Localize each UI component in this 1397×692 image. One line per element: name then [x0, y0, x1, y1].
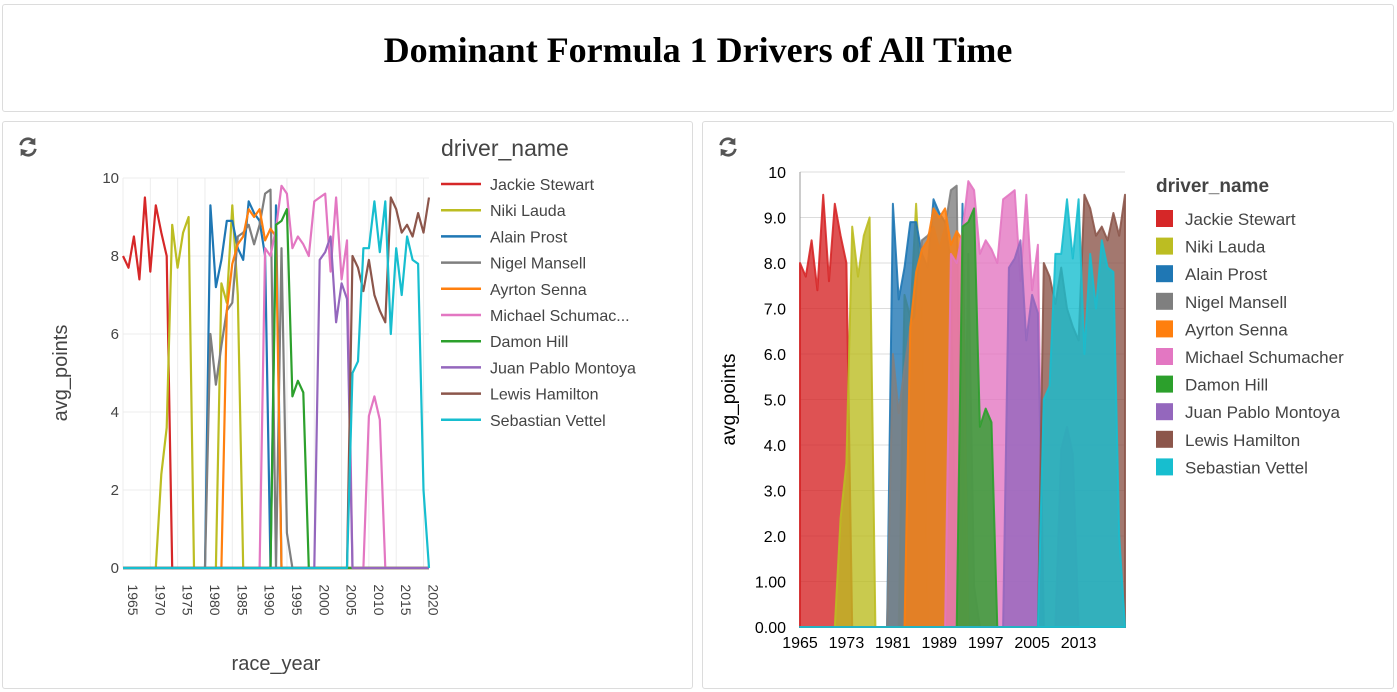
series-area-sebastian-vettel: [799, 198, 1126, 628]
legend-swatch: [1156, 237, 1173, 255]
legend-label: Sebastian Vettel: [490, 413, 606, 430]
legend-label: Michael Schumac...: [490, 308, 630, 325]
legend-label: Alain Prost: [490, 229, 568, 246]
legend-label: Michael Schumacher: [1185, 348, 1344, 367]
x-tick-label: 1997: [968, 635, 1004, 652]
legend-swatch: [1156, 320, 1173, 338]
refresh-icon[interactable]: [17, 136, 39, 158]
x-tick-label: 2015: [398, 584, 414, 615]
legend-label: Juan Pablo Montoya: [1185, 403, 1341, 422]
legend-label: Sebastian Vettel: [1185, 458, 1308, 477]
x-tick-label: 1989: [921, 635, 957, 652]
x-tick-label: 2020: [426, 584, 442, 615]
line-chart: 0 2 4 6 8 10 1965 1970 1975 1980 1985 1990 1995 2000 2…: [50, 135, 636, 675]
legend-swatch: [1156, 210, 1173, 227]
y-axis-title: avg_points: [50, 325, 72, 422]
y-tick-label: 10: [768, 165, 786, 182]
y-tick-label: 3.0: [764, 484, 786, 501]
legend-label: Alain Prost: [1185, 265, 1267, 284]
y-axis-title: avg_points: [719, 354, 740, 446]
legend-label: Juan Pablo Montoya: [490, 360, 636, 377]
x-tick-label: 2010: [371, 584, 387, 615]
x-tick-label: 1995: [289, 584, 305, 615]
y-tick-label: 4: [111, 404, 119, 421]
x-tick-label: 1980: [207, 584, 223, 615]
legend-label: Ayrton Senna: [490, 282, 587, 299]
page-title: Dominant Formula 1 Drivers of All Time: [383, 30, 1013, 70]
legend-label: Lewis Hamilton: [490, 387, 598, 404]
legend-swatch: [1156, 292, 1173, 310]
y-tick-label: 9.0: [764, 211, 786, 228]
legend-label: Nigel Mansell: [490, 256, 586, 273]
y-tick-label: 1.00: [755, 575, 786, 592]
legend-label: Lewis Hamilton: [1185, 431, 1300, 450]
y-tick-label: 6: [111, 326, 119, 343]
refresh-icon[interactable]: [717, 136, 739, 158]
series-line-nigel-mansell: [123, 188, 429, 570]
y-tick-label: 7.0: [764, 302, 786, 319]
x-tick-label: 1985: [234, 584, 250, 615]
x-tick-label: 2005: [1014, 635, 1050, 652]
x-tick-label: 1990: [262, 584, 278, 615]
x-axis-title: race_year: [232, 653, 321, 675]
legend-label: Damon Hill: [1185, 376, 1268, 395]
y-tick-label: 8: [111, 248, 119, 265]
legend-label: Jackie Stewart: [1185, 210, 1296, 229]
x-tick-label: 1973: [829, 635, 865, 652]
x-tick-label: 1981: [875, 635, 911, 652]
legend-label: Damon Hill: [490, 334, 568, 351]
y-tick-label: 0: [111, 560, 119, 577]
legend-label: Niki Lauda: [1185, 238, 1266, 257]
legend-swatch: [1156, 430, 1173, 448]
legend-label: Jackie Stewart: [490, 177, 595, 194]
legend-swatch: [1156, 375, 1173, 393]
y-tick-label: 8.0: [764, 256, 786, 273]
legend-title: driver_name: [441, 135, 569, 161]
y-tick-label: 2: [111, 482, 119, 499]
area-chart: 0.00 1.00 2.0 3.0 4.0 5.0 6.0 7.0 8.0 9.0 10 1965 19…: [719, 165, 1344, 652]
y-tick-label: 10: [102, 170, 119, 187]
legend-label: Ayrton Senna: [1185, 320, 1288, 339]
x-tick-label: 1970: [152, 584, 168, 615]
x-tick-label: 1975: [180, 584, 196, 615]
legend-swatch: [1156, 265, 1173, 283]
legend-label: Nigel Mansell: [1185, 293, 1287, 312]
y-tick-label: 2.0: [764, 529, 786, 546]
x-tick-label: 1965: [782, 635, 818, 652]
area-chart-panel: 0.00 1.00 2.0 3.0 4.0 5.0 6.0 7.0 8.0 9.0 10 1965 19…: [702, 121, 1394, 689]
legend-title: driver_name: [1156, 176, 1269, 197]
legend-swatch: [1156, 403, 1173, 421]
legend-swatch: [1156, 348, 1173, 365]
series-line-damon-hill: [123, 208, 429, 570]
series-line-sebastian-vettel: [123, 200, 431, 570]
line-chart-panel: 0 2 4 6 8 10 1965 1970 1975 1980 1985 1990 1995 2000 2…: [2, 121, 693, 689]
y-tick-label: 0.00: [755, 620, 786, 637]
y-tick-label: 4.0: [764, 438, 786, 455]
y-tick-label: 6.0: [764, 347, 786, 364]
x-tick-label: 1965: [125, 584, 141, 615]
x-tick-label: 2005: [344, 584, 360, 615]
series-line-lewis-hamilton: [123, 196, 431, 570]
x-tick-label: 2000: [316, 584, 332, 615]
y-tick-label: 5.0: [764, 393, 786, 410]
legend-swatch: [1156, 458, 1173, 476]
x-tick-label: 2013: [1061, 635, 1097, 652]
legend-label: Niki Lauda: [490, 203, 566, 220]
title-panel: Dominant Formula 1 Drivers of All Time: [2, 4, 1394, 112]
